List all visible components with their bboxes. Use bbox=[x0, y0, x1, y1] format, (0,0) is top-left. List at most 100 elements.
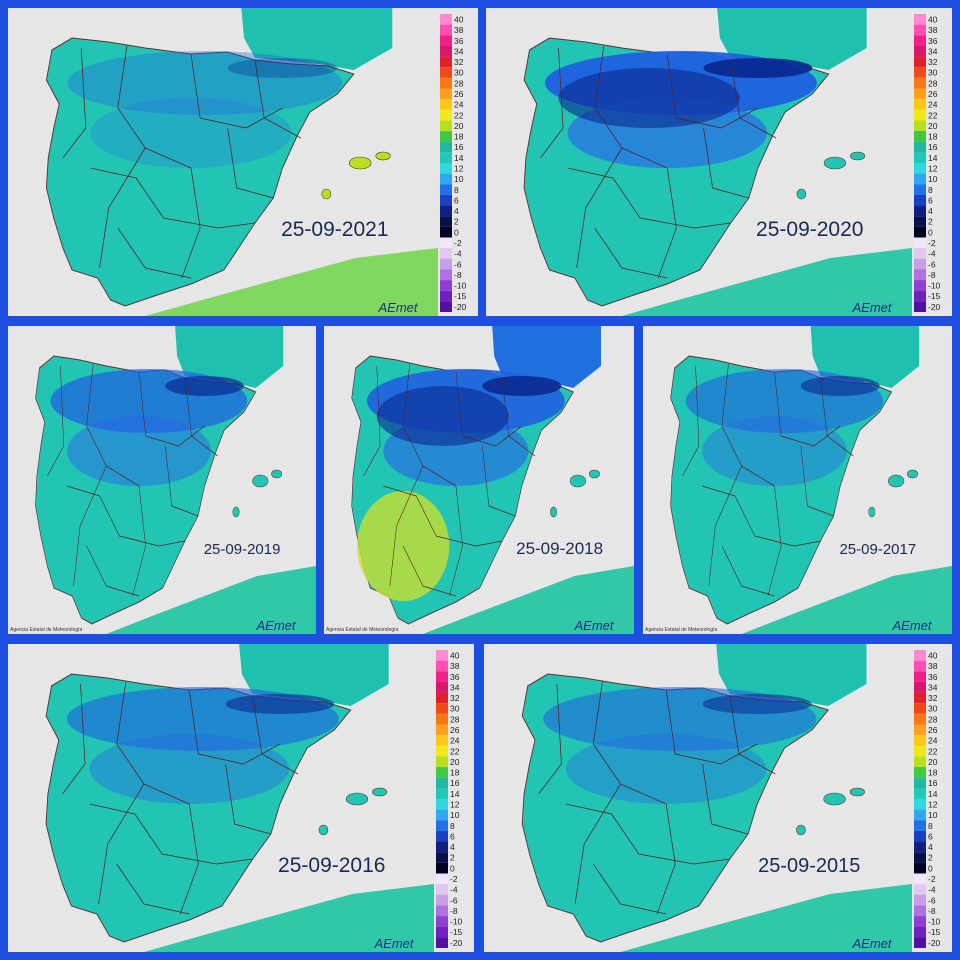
legend-swatch bbox=[440, 35, 452, 46]
date-label: 25-09-2019 bbox=[204, 541, 281, 558]
france bbox=[175, 326, 284, 388]
legend-label: -10 bbox=[454, 281, 467, 291]
legend-swatch bbox=[440, 88, 452, 100]
legend-swatch bbox=[914, 141, 926, 153]
logo: AEmet bbox=[377, 300, 418, 315]
legend-swatch bbox=[440, 131, 452, 142]
island bbox=[907, 469, 919, 479]
legend-label: -10 bbox=[450, 917, 463, 927]
legend-swatch bbox=[440, 99, 452, 110]
legend-label: 4 bbox=[928, 842, 933, 852]
map-panel: 25-09-2015 AEmet 40 38 36 34 32 30 28 26 24 22 20 18 1… bbox=[484, 644, 952, 952]
island bbox=[823, 792, 846, 806]
legend-swatch bbox=[436, 862, 448, 874]
province-border bbox=[117, 227, 192, 279]
province-border bbox=[47, 365, 64, 477]
legend-swatch bbox=[440, 258, 452, 270]
map: 25-09-2019 AEmet Agencia Estatal de Meteor… bbox=[10, 326, 316, 634]
legend-swatch bbox=[914, 269, 926, 281]
map: 25-09-2017 AEmet Agencia Estatal de Meteor… bbox=[645, 326, 952, 634]
island bbox=[271, 469, 283, 479]
legend-label: 8 bbox=[450, 821, 455, 831]
legend-label: 18 bbox=[450, 768, 460, 778]
date-label: 25-09-2016 bbox=[278, 854, 385, 877]
island bbox=[375, 151, 391, 161]
legend-swatch bbox=[436, 894, 448, 906]
iberia bbox=[45, 37, 355, 307]
date-label: 25-09-2015 bbox=[758, 855, 860, 877]
legend-label: -10 bbox=[928, 281, 941, 291]
legend-swatch bbox=[436, 905, 448, 917]
warm-area bbox=[356, 491, 450, 601]
cold-core bbox=[376, 386, 509, 446]
legend-swatch bbox=[440, 14, 452, 25]
legend-label: 34 bbox=[450, 682, 460, 692]
legend-label: -4 bbox=[450, 885, 458, 895]
province-border bbox=[449, 485, 463, 597]
province-border bbox=[657, 167, 677, 279]
logo: AEmet bbox=[851, 300, 892, 315]
legend-label: 24 bbox=[928, 736, 938, 746]
legend-label: -4 bbox=[928, 885, 936, 895]
legend-label: 28 bbox=[450, 714, 460, 724]
province-border bbox=[179, 803, 199, 915]
legend-swatch bbox=[914, 109, 926, 121]
legend-swatch bbox=[914, 205, 926, 217]
legend-label: -8 bbox=[928, 270, 936, 280]
legend-label: 38 bbox=[928, 661, 938, 671]
legend-label: -2 bbox=[928, 238, 936, 248]
legend-swatch bbox=[436, 830, 448, 842]
legend-swatch bbox=[914, 301, 926, 312]
legend-label: 18 bbox=[454, 132, 464, 142]
island bbox=[796, 824, 806, 836]
legend-label: 24 bbox=[454, 100, 464, 110]
legend-swatch bbox=[914, 681, 926, 693]
legend-swatch bbox=[914, 767, 926, 778]
legend-label: 10 bbox=[928, 174, 938, 184]
legend-label: 26 bbox=[454, 89, 464, 99]
legend-label: 20 bbox=[928, 121, 938, 131]
legend-label: 32 bbox=[928, 693, 938, 703]
map: 25-09-2015AEmet4038363432302826242220181… bbox=[521, 644, 941, 952]
legend-swatch bbox=[914, 120, 926, 132]
province-border bbox=[252, 695, 299, 775]
province-border bbox=[576, 147, 623, 269]
island bbox=[321, 188, 332, 200]
legend-swatch bbox=[914, 226, 926, 238]
legend-swatch bbox=[914, 692, 926, 704]
france bbox=[810, 326, 920, 388]
agency-name: Agencia Estatal de Meteorología bbox=[645, 627, 717, 633]
legend-label: 2 bbox=[450, 853, 455, 863]
province-border bbox=[227, 127, 274, 199]
province-border bbox=[565, 803, 730, 865]
legend-label: 14 bbox=[928, 789, 938, 799]
legend-swatch bbox=[436, 745, 448, 757]
legend-swatch bbox=[914, 937, 926, 948]
legend-label: 14 bbox=[928, 153, 938, 163]
island bbox=[550, 506, 558, 518]
map: 25-09-2018 AEmet Agencia Estatal de Meteor… bbox=[326, 326, 634, 634]
cold-core bbox=[702, 694, 812, 714]
agency-name: Agencia Estatal de Meteorología bbox=[326, 627, 398, 633]
cold-area bbox=[89, 734, 289, 804]
legend-swatch bbox=[440, 226, 452, 238]
legend-swatch bbox=[914, 194, 926, 206]
province-border bbox=[538, 683, 562, 795]
province-border bbox=[225, 763, 271, 835]
legend-swatch bbox=[436, 713, 448, 725]
legend-swatch bbox=[440, 120, 452, 132]
legend-swatch bbox=[914, 703, 926, 714]
province-border bbox=[567, 167, 731, 229]
province-border bbox=[184, 377, 218, 457]
legend-label: 26 bbox=[928, 725, 938, 735]
legend-label: 8 bbox=[928, 821, 933, 831]
legend-swatch bbox=[436, 809, 448, 821]
legend-swatch bbox=[914, 131, 926, 142]
legend-swatch bbox=[914, 14, 926, 25]
legend-label: 36 bbox=[928, 672, 938, 682]
legend-swatch bbox=[914, 735, 926, 746]
legend-label: 14 bbox=[450, 789, 460, 799]
legend-swatch bbox=[436, 692, 448, 704]
legend-label: 32 bbox=[928, 57, 938, 67]
